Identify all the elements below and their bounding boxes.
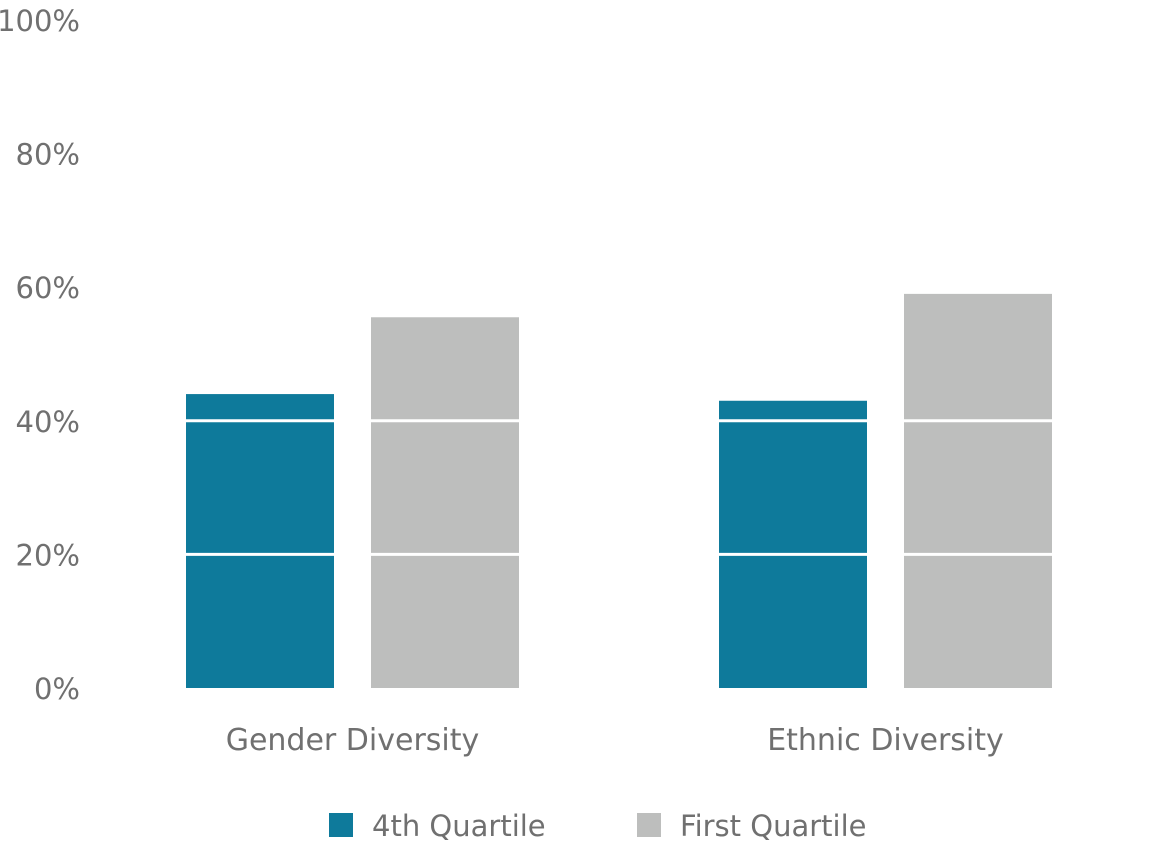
bar-4th-quartile-gender-diversity <box>186 394 334 688</box>
y-axis-ticks: 0% 20% 40% 60% 80% 100% <box>0 4 80 706</box>
y-tick-label: 60% <box>16 271 80 305</box>
x-axis-labels: Gender Diversity Ethnic Diversity <box>226 723 1004 758</box>
legend-label: 4th Quartile <box>372 809 546 843</box>
x-category-label: Gender Diversity <box>226 723 480 758</box>
x-category-label: Ethnic Diversity <box>767 723 1004 758</box>
y-tick-label: 80% <box>16 138 80 172</box>
bar-first-quartile-gender-diversity <box>371 317 519 688</box>
gridlines <box>150 152 1100 556</box>
y-tick-label: 100% <box>0 4 80 38</box>
legend-swatch <box>637 813 661 837</box>
y-tick-label: 0% <box>34 672 80 706</box>
y-tick-label: 40% <box>16 405 80 439</box>
bar-4th-quartile-ethnic-diversity <box>719 400 867 688</box>
legend-swatch <box>329 813 353 837</box>
legend: 4th Quartile First Quartile <box>329 809 866 843</box>
bar-first-quartile-ethnic-diversity <box>904 293 1052 688</box>
legend-label: First Quartile <box>680 809 866 843</box>
y-tick-label: 20% <box>16 538 80 572</box>
bars <box>186 293 1052 688</box>
